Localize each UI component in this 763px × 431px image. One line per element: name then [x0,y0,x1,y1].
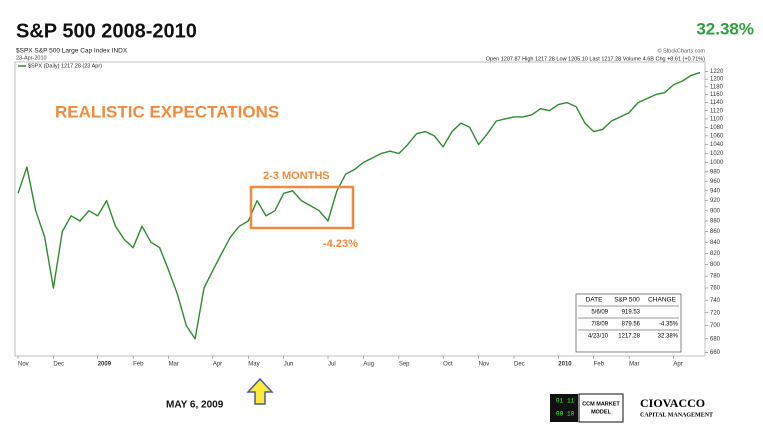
source: © StockCharts.com [658,47,706,54]
y-tick-label: 1040 [710,142,724,148]
logo-sub: CAPITAL MANAGEMENT [640,412,713,418]
y-tick-label: 780 [710,274,721,280]
annotation-drop: -4.23% [323,238,358,250]
logo-name: CIOVACCO [640,396,705,410]
table-cell: 5/6/09 [591,310,608,316]
quote-line: Open 1207.87 High 1217.28 Low 1205.10 La… [486,56,705,62]
y-tick-label: 1020 [710,151,724,157]
y-tick-label: 700 [710,323,721,329]
headline-change: 32.38% [696,19,754,38]
y-tick-label: 1100 [710,117,724,123]
plot-frame [14,61,706,357]
y-tick-label: 1140 [710,100,724,106]
x-tick-label: Aug [363,362,374,368]
x-tick-label: Sep [399,362,410,368]
y-tick-label: 920 [710,198,721,204]
y-tick-label: 800 [710,262,721,268]
x-tick-label: Dec [514,362,525,368]
table-cell: 4/23/10 [588,334,609,340]
x-tick-label: Nov [18,362,29,368]
x-tick-label: Apr [673,362,682,368]
y-tick-label: 1220 [710,69,724,75]
logo-digit: 11 [567,398,575,405]
table-header: DATE [586,297,604,304]
x-tick-label: 2010 [558,362,572,368]
x-tick-label: May [248,362,259,368]
y-tick-label: 1080 [710,125,724,131]
logo-box [550,394,578,422]
y-tick-label: 820 [710,251,721,257]
y-tick-label: 660 [710,350,721,356]
x-tick-label: Mar [169,362,179,368]
data-table: DATE S&P 500 CHANGE 5/6/09 919.53 7/8/09… [575,293,682,353]
annotation-main: REALISTIC EXPECTATIONS [55,102,279,121]
subtitle: $SPX S&P 500 Large Cap Index INDX [16,48,128,55]
up-arrow [246,377,274,405]
logo: 01 11 00 10 CCM MARKET MODEL CIOVACCO CA… [550,393,713,423]
y-tick-label: 860 [710,229,721,235]
y-tick-label: 760 [710,286,721,292]
logo-digit: 00 [556,411,564,418]
table-cell: 919.53 [622,310,641,316]
y-tick-label: 840 [710,240,721,246]
table-cell: 32.38% [658,334,679,340]
y-tick-label: 1000 [710,160,724,166]
y-tick-label: 720 [710,310,721,316]
plot: 660 680 700 720 740 760 780 800 820 840 860 880 900 9… [17,69,724,368]
y-tick-label: 1160 [710,92,724,98]
highlight-box [249,185,355,230]
y-tick-label: 740 [710,298,721,304]
y-tick-label: 900 [710,208,721,214]
x-tick-label: Dec [53,362,64,368]
price-line [17,71,701,340]
slide-title: S&P 500 2008-2010 [16,20,197,42]
x-tick-label: Nov [479,362,490,368]
logo-model: CCM MARKET [582,401,620,407]
table-cell: 1217.28 [618,334,640,340]
table-cell: 879.56 [622,322,641,328]
x-tick-label: Feb [594,362,605,368]
y-tick-label: 960 [710,179,721,185]
x-tick-label: Feb [133,362,144,368]
logo-model: MODEL [591,409,612,415]
date-label: 23-Apr-2010 [16,55,47,61]
table-cell: 7/8/09 [591,322,608,328]
table-header: CHANGE [648,297,676,304]
y-tick-label: 940 [710,188,721,194]
y-tick-label: 980 [710,169,721,175]
annotation-box: 2-3 MONTHS [263,170,330,182]
x-tick-label: 2009 [98,362,112,368]
table-frame [575,293,682,353]
x-tick-label: Oct [443,362,453,368]
logo-digit: 01 [556,398,564,405]
y-tick-label: 1180 [710,84,724,90]
y-tick-label: 880 [710,219,721,225]
y-tick-label: 1200 [710,77,724,83]
y-tick-label: 1120 [710,108,724,114]
logo-digit: 10 [567,411,575,418]
x-tick-label: Jun [284,362,294,368]
logo-frame [578,393,624,423]
x-tick-label: Apr [213,362,222,368]
y-tick-label: 680 [710,336,721,342]
x-tick-label: Jul [328,362,336,368]
x-tick-label: Mar [629,362,639,368]
y-tick-label: 1060 [710,133,724,139]
table-header: S&P 500 [614,297,640,304]
annotation-date: MAY 6, 2009 [166,400,224,411]
table-cell: -4.35% [659,322,679,328]
legend-label: $SPX (Daily) 1217.28 (23 Apr) [28,63,102,69]
